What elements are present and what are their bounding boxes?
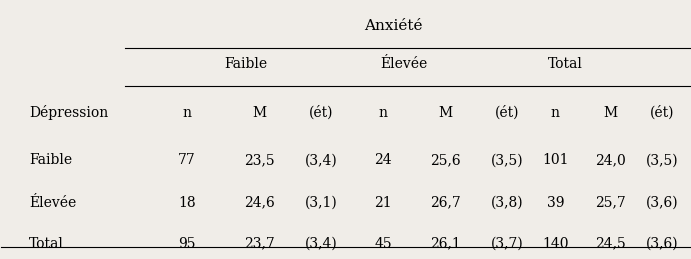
- Text: 24,0: 24,0: [595, 153, 626, 167]
- Text: 25,6: 25,6: [430, 153, 461, 167]
- Text: (3,5): (3,5): [491, 153, 524, 167]
- Text: n: n: [379, 106, 388, 120]
- Text: (ét): (ét): [495, 106, 520, 120]
- Text: (3,8): (3,8): [491, 196, 524, 210]
- Text: n: n: [551, 106, 560, 120]
- Text: Élevée: Élevée: [29, 196, 76, 210]
- Text: Faible: Faible: [29, 153, 72, 167]
- Text: (3,1): (3,1): [305, 196, 338, 210]
- Text: M: M: [252, 106, 267, 120]
- Text: (3,6): (3,6): [646, 196, 679, 210]
- Text: 45: 45: [375, 236, 392, 250]
- Text: 101: 101: [542, 153, 569, 167]
- Text: (3,4): (3,4): [305, 236, 338, 250]
- Text: M: M: [603, 106, 618, 120]
- Text: 77: 77: [178, 153, 196, 167]
- Text: 140: 140: [542, 236, 569, 250]
- Text: (3,4): (3,4): [305, 153, 338, 167]
- Text: 18: 18: [178, 196, 196, 210]
- Text: n: n: [182, 106, 191, 120]
- Text: Dépression: Dépression: [29, 105, 108, 120]
- Text: 24: 24: [375, 153, 392, 167]
- Text: 25,7: 25,7: [595, 196, 626, 210]
- Text: Total: Total: [548, 57, 583, 71]
- Text: Anxiété: Anxiété: [364, 19, 423, 33]
- Text: 95: 95: [178, 236, 196, 250]
- Text: (3,6): (3,6): [646, 236, 679, 250]
- Text: 23,5: 23,5: [244, 153, 275, 167]
- Text: M: M: [438, 106, 453, 120]
- Text: (3,5): (3,5): [646, 153, 679, 167]
- Text: (ét): (ét): [309, 106, 334, 120]
- Text: (ét): (ét): [650, 106, 674, 120]
- Text: 21: 21: [375, 196, 392, 210]
- Text: Total: Total: [29, 236, 64, 250]
- Text: Faible: Faible: [224, 57, 267, 71]
- Text: 39: 39: [547, 196, 564, 210]
- Text: 24,6: 24,6: [244, 196, 275, 210]
- Text: (3,7): (3,7): [491, 236, 524, 250]
- Text: 26,7: 26,7: [430, 196, 461, 210]
- Text: Élevée: Élevée: [380, 57, 428, 71]
- Text: 24,5: 24,5: [595, 236, 626, 250]
- Text: 23,7: 23,7: [244, 236, 275, 250]
- Text: 26,1: 26,1: [430, 236, 461, 250]
